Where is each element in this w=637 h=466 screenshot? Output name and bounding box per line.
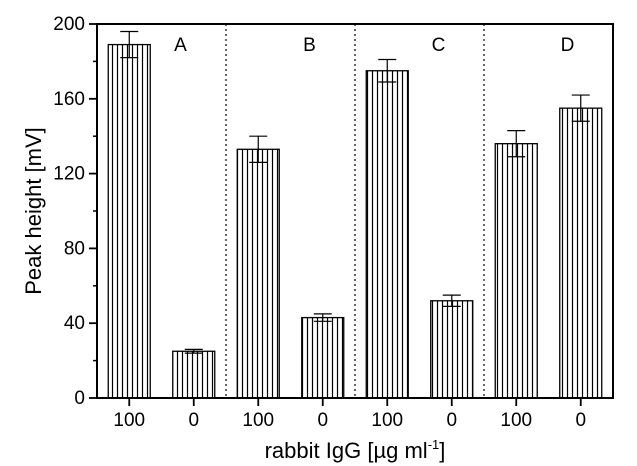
x-tick-label: 100 bbox=[500, 410, 532, 431]
bar bbox=[107, 43, 151, 399]
x-tick-label: 100 bbox=[371, 410, 403, 431]
group-labels: A B C D bbox=[174, 35, 574, 56]
y-tick-label: 160 bbox=[53, 89, 85, 110]
error-bar bbox=[313, 313, 332, 322]
x-tick-label: 100 bbox=[242, 410, 274, 431]
error-bars bbox=[120, 30, 590, 354]
error-bar bbox=[249, 135, 268, 163]
y-tick-label: 200 bbox=[53, 14, 85, 35]
bars bbox=[107, 43, 603, 399]
error-bar bbox=[571, 94, 590, 122]
bar bbox=[559, 107, 603, 399]
bar bbox=[494, 143, 538, 399]
x-axis-title-suffix: ] bbox=[439, 438, 445, 463]
error-bar bbox=[507, 129, 526, 158]
x-tick-label: 100 bbox=[113, 410, 145, 431]
group-label: B bbox=[303, 35, 316, 56]
bar bbox=[172, 350, 216, 399]
group-separators bbox=[225, 24, 485, 398]
x-tick-label: 0 bbox=[188, 410, 199, 431]
y-axis-title: Peak height [mV] bbox=[21, 127, 46, 295]
error-bar bbox=[184, 348, 203, 354]
error-bar bbox=[120, 30, 139, 59]
x-axis-title-main: rabbit IgG [µg ml bbox=[265, 438, 428, 463]
bar bbox=[430, 300, 474, 399]
y-axis: 0 40 80 120 160 200 bbox=[53, 14, 97, 409]
y-tick-label: 40 bbox=[64, 313, 85, 334]
y-tick-label: 120 bbox=[53, 164, 85, 185]
error-bar bbox=[378, 58, 397, 83]
bar bbox=[301, 316, 345, 399]
bar bbox=[236, 148, 280, 399]
bar bbox=[365, 70, 409, 399]
x-tick-label: 0 bbox=[446, 410, 457, 431]
x-tick-label: 0 bbox=[317, 410, 328, 431]
group-label: D bbox=[561, 35, 575, 56]
group-label: A bbox=[174, 35, 187, 56]
group-label: C bbox=[432, 35, 446, 56]
x-axis: 100 0 100 0 100 0 100 0 bbox=[113, 398, 586, 431]
x-axis-title: rabbit IgG [µg ml-1] bbox=[265, 437, 446, 463]
error-bar bbox=[442, 294, 461, 307]
x-tick-label: 0 bbox=[575, 410, 586, 431]
y-tick-label: 80 bbox=[64, 238, 85, 259]
y-tick-label: 0 bbox=[74, 388, 85, 409]
x-axis-title-superscript: -1 bbox=[428, 437, 440, 452]
